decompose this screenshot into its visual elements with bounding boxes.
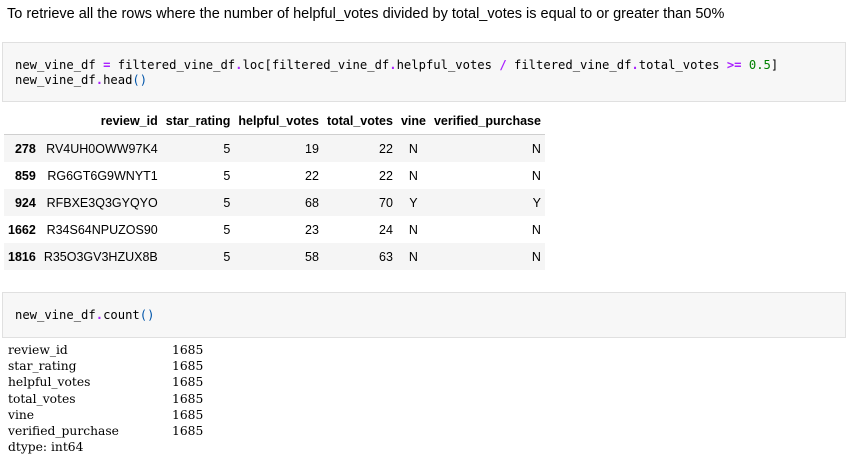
code-token: new_vine_df xyxy=(15,73,96,87)
cell-vine: N xyxy=(408,222,418,237)
count-row: total_votes 1685 xyxy=(8,391,203,407)
row-index: 859 xyxy=(14,168,36,183)
cell-total-votes: 22 xyxy=(379,168,393,183)
code-token: new_vine_df xyxy=(15,58,104,72)
cell-total-votes: 24 xyxy=(379,222,393,237)
cell-helpful-votes: 22 xyxy=(305,168,319,183)
cell-helpful-votes: 19 xyxy=(305,141,319,156)
cell-star-rating: 5 xyxy=(223,222,231,237)
cell-verified-purchase: Y xyxy=(532,195,541,210)
count-column-name: star_rating xyxy=(8,359,77,374)
count-row: verified_purchase 1685 xyxy=(8,423,203,439)
count-value: 1685 xyxy=(172,343,204,357)
count-column-name: vine xyxy=(8,407,35,422)
column-header: total_votes xyxy=(322,108,397,135)
cell-vine: N xyxy=(408,168,418,183)
column-header: review_id xyxy=(39,108,162,135)
cell-helpful-votes: 68 xyxy=(305,195,319,210)
cell-helpful-votes: 58 xyxy=(305,249,319,264)
cell-star-rating: 5 xyxy=(223,195,231,210)
column-header: helpful_votes xyxy=(234,108,323,135)
count-value: 1685 xyxy=(172,359,204,374)
count-value: 1685 xyxy=(172,407,204,422)
table-header-row: review_id star_rating helpful_votes total_v… xyxy=(4,108,545,135)
code-line[interactable]: new_vine_df.head() xyxy=(15,72,147,88)
count-column-name: review_id xyxy=(8,343,68,357)
cell-review-id: RFBXE3Q3GYQYO xyxy=(46,195,158,210)
cell-verified-purchase: N xyxy=(531,168,541,183)
code-token: count xyxy=(103,308,140,322)
code-token: () xyxy=(132,73,148,87)
code-token: filtered_vine_df xyxy=(506,58,632,72)
code-token: . xyxy=(95,308,104,322)
code-token: loc[filtered_vine_df xyxy=(242,58,390,72)
table-row: 859 RG6GT6G9WNYT1 5 22 22 N N xyxy=(4,162,545,189)
index-header xyxy=(4,108,40,135)
code-cell-filter[interactable]: new_vine_df = filtered_vine_df.loc[filte… xyxy=(2,42,846,102)
row-index: 1816 xyxy=(8,249,36,264)
cell-total-votes: 22 xyxy=(379,141,393,156)
cell-review-id: RV4UH0OWW97K4 xyxy=(46,141,158,156)
cell-helpful-votes: 23 xyxy=(305,222,319,237)
cell-review-id: RG6GT6G9WNYT1 xyxy=(47,168,158,183)
cell-star-rating: 5 xyxy=(223,141,231,156)
code-token: . xyxy=(631,58,639,72)
count-row: star_rating 1685 xyxy=(8,358,203,374)
dtype-line: dtype: int64 xyxy=(8,440,84,455)
cell-vine: N xyxy=(408,141,418,156)
count-column-name: helpful_votes xyxy=(8,375,91,390)
table-row: 1662 R34S64NPUZOS90 5 23 24 N N xyxy=(4,216,545,243)
cell-star-rating: 5 xyxy=(223,168,231,183)
count-row: vine 1685 xyxy=(8,407,203,423)
code-token: . xyxy=(95,73,104,87)
count-column-name: total_votes xyxy=(8,391,76,406)
cell-vine: Y xyxy=(409,195,418,210)
code-token: filtered_vine_df xyxy=(110,58,236,72)
code-line[interactable]: new_vine_df.count() xyxy=(15,307,154,323)
count-row: helpful_votes 1685 xyxy=(8,374,203,390)
code-cell-count[interactable]: new_vine_df.count() xyxy=(2,292,846,338)
code-token: total_votes xyxy=(638,58,727,72)
cell-review-id: R35O3GV3HZUX8B xyxy=(43,249,158,264)
cell-verified-purchase: N xyxy=(531,249,541,264)
code-token: = xyxy=(103,58,111,72)
count-value: 1685 xyxy=(172,391,204,406)
table-row: 1816 R35O3GV3HZUX8B 5 58 63 N N xyxy=(4,243,545,270)
code-token xyxy=(742,58,749,72)
column-header: vine xyxy=(396,108,430,135)
markdown-text: To retrieve all the rows where the numbe… xyxy=(7,6,725,22)
row-index: 924 xyxy=(14,195,36,210)
dataframe-table: review_id star_rating helpful_votes total_v… xyxy=(4,108,545,270)
code-token: >= xyxy=(726,58,742,72)
count-value: 1685 xyxy=(172,424,204,439)
count-output: review_id 1685 star_rating 1685 helpful_vote… xyxy=(8,342,203,455)
cell-review-id: R34S64NPUZOS90 xyxy=(46,222,158,237)
cell-vine: N xyxy=(408,249,418,264)
column-header: verified_purchase xyxy=(429,108,545,135)
row-index: 278 xyxy=(14,141,36,156)
code-token: 0.5 xyxy=(748,58,771,72)
row-index: 1662 xyxy=(8,222,36,237)
count-column-name: verified_purchase xyxy=(8,424,119,439)
count-value: 1685 xyxy=(172,375,204,390)
code-token: . xyxy=(235,58,243,72)
count-row: review_id 1685 xyxy=(8,342,203,358)
code-token: / xyxy=(499,58,507,72)
cell-total-votes: 63 xyxy=(379,249,393,264)
code-token: () xyxy=(139,308,155,322)
code-token: . xyxy=(389,58,397,72)
column-header: star_rating xyxy=(161,108,235,135)
table-row: 278 RV4UH0OWW97K4 5 19 22 N N xyxy=(4,134,545,162)
cell-verified-purchase: N xyxy=(531,141,541,156)
code-token: head xyxy=(103,73,133,87)
code-token: helpful_votes xyxy=(396,58,500,72)
table-row: 924 RFBXE3Q3GYQYO 5 68 70 Y Y xyxy=(4,189,545,216)
code-line[interactable]: new_vine_df = filtered_vine_df.loc[filte… xyxy=(15,57,778,73)
cell-total-votes: 70 xyxy=(379,195,393,210)
cell-star-rating: 5 xyxy=(223,249,231,264)
code-token: new_vine_df xyxy=(15,308,96,322)
cell-verified-purchase: N xyxy=(531,222,541,237)
code-token: ] xyxy=(770,58,779,72)
